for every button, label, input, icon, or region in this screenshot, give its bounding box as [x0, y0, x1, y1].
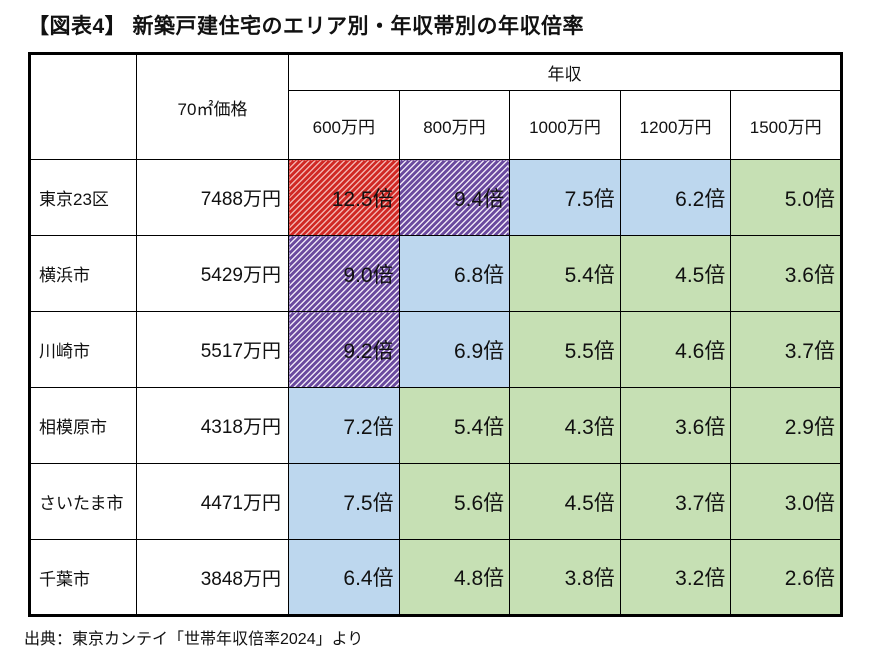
multiple-value-cell: 3.2倍	[619, 539, 732, 616]
multiple-value-cell: 7.5倍	[509, 159, 621, 236]
income-header-4: 1200万円	[619, 90, 732, 160]
multiple-value-cell: 2.6倍	[730, 539, 842, 616]
price-cell: 3848万円	[136, 539, 289, 616]
multiple-value-cell: 6.8倍	[398, 235, 511, 312]
multiple-value-cell: 5.4倍	[398, 387, 511, 464]
multiple-value-cell: 5.6倍	[398, 463, 511, 540]
group-header-row: 70㎡価格 年収	[29, 53, 842, 160]
multiple-value-cell: 3.8倍	[509, 539, 621, 616]
income-header-2: 800万円	[398, 90, 511, 160]
multiple-value-cell: 3.7倍	[730, 311, 842, 388]
price-cell: 4471万円	[136, 463, 289, 540]
multiple-value-cell: 4.6倍	[619, 311, 732, 388]
area-cell: さいたま市	[29, 463, 137, 540]
table-row: 川崎市 5517万円 9.2倍 6.9倍 5.5倍 4.6倍 3.7倍	[29, 311, 842, 388]
multiple-value-cell: 4.5倍	[619, 235, 732, 312]
multiple-value-cell: 9.4倍	[398, 159, 511, 236]
multiple-value-cell: 6.4倍	[288, 539, 400, 616]
multiple-value-cell: 4.3倍	[509, 387, 621, 464]
multiple-value-cell: 7.5倍	[288, 463, 400, 540]
table-row: 相模原市 4318万円 7.2倍 5.4倍 4.3倍 3.6倍 2.9倍	[29, 387, 842, 464]
multiple-value-cell: 9.0倍	[288, 235, 400, 312]
income-header-1: 600万円	[288, 90, 400, 160]
price-cell: 5517万円	[136, 311, 289, 388]
multiple-value-cell: 6.9倍	[398, 311, 511, 388]
area-cell: 横浜市	[29, 235, 137, 312]
table-row: 千葉市 3848万円 6.4倍 4.8倍 3.8倍 3.2倍 2.6倍	[29, 539, 842, 616]
source-note: 出典：東京カンテイ「世帯年収倍率2024」より	[24, 631, 364, 648]
table-row: 横浜市 5429万円 9.0倍 6.8倍 5.4倍 4.5倍 3.6倍	[29, 235, 842, 312]
multiple-value-cell: 3.6倍	[619, 387, 732, 464]
price-column-header: 70㎡価格	[136, 53, 289, 160]
price-cell: 4318万円	[136, 387, 289, 464]
table-row: さいたま市 4471万円 7.5倍 5.6倍 4.5倍 3.7倍 3.0倍	[29, 463, 842, 540]
multiple-value-cell: 5.5倍	[509, 311, 621, 388]
multiple-value-cell: 4.8倍	[398, 539, 511, 616]
multiple-value-cell: 6.2倍	[619, 159, 732, 236]
price-cell: 5429万円	[136, 235, 289, 312]
multiple-value-cell: 2.9倍	[730, 387, 842, 464]
area-cell: 千葉市	[29, 539, 137, 616]
income-header-5: 1500万円	[730, 90, 842, 160]
multiple-value-cell: 3.0倍	[730, 463, 842, 540]
table-row: 東京23区 7488万円 12.5倍 9.4倍 7.5倍 6.2倍 5.0倍	[29, 159, 842, 236]
income-multiple-table: 70㎡価格 年収 600万円 800万円 1000万円 1200万円 1500万円 東京…	[28, 52, 843, 617]
multiple-value-cell: 4.5倍	[509, 463, 621, 540]
multiple-value-cell: 5.4倍	[509, 235, 621, 312]
corner-cell	[29, 53, 137, 160]
area-cell: 東京23区	[29, 159, 137, 236]
income-header-row: 600万円 800万円 1000万円 1200万円 1500万円	[30, 90, 842, 160]
figure-title: 【図表4】 新築戸建住宅のエリア別・年収帯別の年収倍率	[28, 15, 585, 38]
area-cell: 川崎市	[29, 311, 137, 388]
multiple-value-cell: 9.2倍	[288, 311, 400, 388]
income-header-3: 1000万円	[509, 90, 621, 160]
price-cell: 7488万円	[136, 159, 289, 236]
multiple-value-cell: 3.7倍	[619, 463, 732, 540]
multiple-value-cell: 5.0倍	[730, 159, 842, 236]
multiple-value-cell: 7.2倍	[288, 387, 400, 464]
income-group-header: 年収	[288, 53, 842, 91]
multiple-value-cell: 3.6倍	[730, 235, 842, 312]
multiple-value-cell: 12.5倍	[288, 159, 400, 236]
area-cell: 相模原市	[29, 387, 137, 464]
